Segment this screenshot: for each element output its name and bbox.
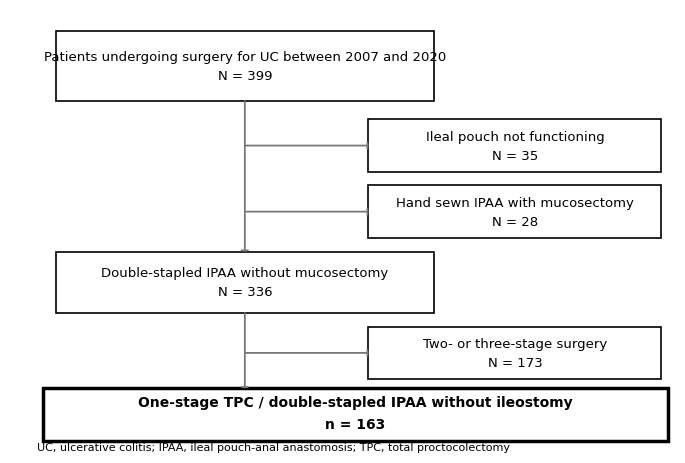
Text: Patients undergoing surgery for UC between 2007 and 2020
N = 399: Patients undergoing surgery for UC betwe… <box>44 51 446 82</box>
Text: Hand sewn IPAA with mucosectomy
N = 28: Hand sewn IPAA with mucosectomy N = 28 <box>396 196 634 228</box>
FancyBboxPatch shape <box>369 120 661 172</box>
Text: One-stage TPC / double-stapled IPAA without ileostomy: One-stage TPC / double-stapled IPAA with… <box>138 395 573 409</box>
FancyBboxPatch shape <box>369 186 661 238</box>
Text: n = 163: n = 163 <box>325 418 386 432</box>
Text: Two- or three-stage surgery
N = 173: Two- or three-stage surgery N = 173 <box>423 337 607 369</box>
Text: UC, ulcerative colitis; IPAA, ileal pouch-anal anastomosis; TPC, total proctocol: UC, ulcerative colitis; IPAA, ileal pouc… <box>36 442 510 452</box>
FancyBboxPatch shape <box>369 327 661 379</box>
FancyBboxPatch shape <box>56 252 434 313</box>
Text: Double-stapled IPAA without mucosectomy
N = 336: Double-stapled IPAA without mucosectomy … <box>101 267 388 299</box>
Text: Ileal pouch not functioning
N = 35: Ileal pouch not functioning N = 35 <box>425 130 604 162</box>
FancyBboxPatch shape <box>56 31 434 102</box>
FancyBboxPatch shape <box>43 388 668 441</box>
